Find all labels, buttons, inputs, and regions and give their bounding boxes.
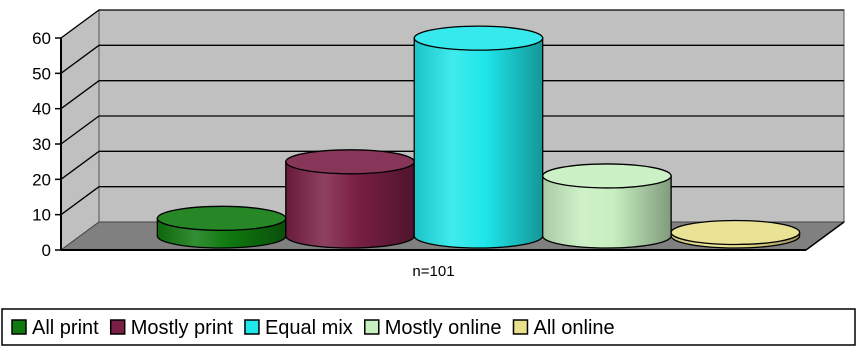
cylinder-top [413, 25, 544, 51]
legend-label-equal-mix: Equal mix [265, 317, 353, 339]
y-tick-label: 40 [32, 100, 51, 119]
bar-mostly-online [542, 163, 672, 249]
y-tick-label: 20 [32, 170, 51, 189]
x-axis: n=101 [412, 263, 454, 280]
legend-box [1, 308, 856, 346]
gridline [60, 44, 844, 74]
legend: All print Mostly print Equal mix Mostly … [1, 308, 856, 346]
bar-all-print [156, 205, 287, 249]
gridline [60, 115, 844, 145]
y-axis: 0 10 20 30 40 50 60 [32, 29, 845, 260]
legend-label-all-print: All print [32, 317, 99, 339]
cylinder-top [542, 163, 672, 189]
y-tick-label: 0 [42, 241, 51, 260]
legend-label-mostly-online: Mostly online [385, 317, 502, 339]
cylinder-body [542, 175, 672, 249]
category-label: n=101 [412, 263, 454, 280]
legend-label-mostly-print: Mostly print [131, 317, 234, 339]
gridline [60, 80, 844, 110]
y-tick-label: 50 [32, 64, 51, 83]
legend-swatch-mostly-online [364, 319, 380, 335]
cylinder-top [285, 149, 415, 175]
cylinder-top [156, 205, 287, 231]
cylinder-body [413, 37, 544, 249]
y-tick-label: 30 [32, 135, 51, 154]
legend-label-all-online: All online [533, 317, 614, 339]
floor-edge [805, 221, 845, 251]
legend-swatch-mostly-print [109, 319, 126, 335]
bars [156, 25, 801, 249]
y-tick-label: 60 [32, 29, 51, 48]
legend-swatch-all-print [11, 319, 27, 335]
gridline [60, 9, 844, 39]
bar-mostly-print [285, 149, 415, 249]
gridlines [60, 9, 844, 216]
cylinder-body [285, 161, 415, 249]
legend-swatch-equal-mix [244, 319, 260, 335]
gridline [60, 150, 844, 180]
bar-all-online [670, 219, 801, 249]
legend-swatch-all-online [512, 319, 529, 335]
bar-equal-mix [413, 25, 544, 249]
cylinder-top [670, 219, 801, 246]
y-tick-label: 10 [32, 206, 51, 225]
